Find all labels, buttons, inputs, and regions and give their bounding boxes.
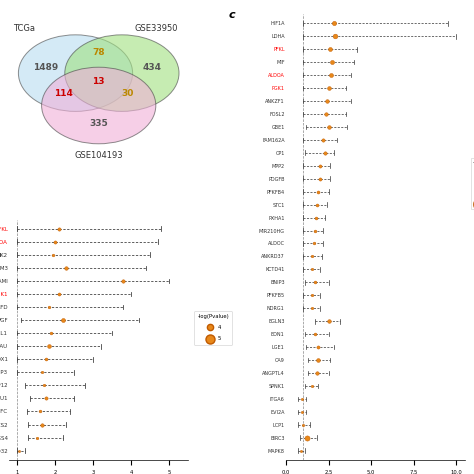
- Point: [315, 343, 322, 351]
- Point: [299, 421, 307, 428]
- Ellipse shape: [18, 35, 133, 111]
- Point: [33, 434, 41, 441]
- Point: [321, 149, 329, 156]
- Point: [38, 421, 46, 428]
- Text: 1489: 1489: [33, 63, 58, 72]
- Point: [55, 290, 63, 298]
- Point: [316, 162, 324, 170]
- Ellipse shape: [65, 35, 179, 111]
- Point: [38, 368, 46, 376]
- Ellipse shape: [42, 67, 156, 144]
- Point: [308, 382, 315, 390]
- Point: [42, 395, 49, 402]
- Point: [310, 240, 318, 247]
- Text: GSE104193: GSE104193: [74, 151, 123, 160]
- Text: 434: 434: [143, 63, 162, 72]
- Text: 114: 114: [54, 89, 73, 98]
- Point: [59, 316, 66, 324]
- Point: [327, 46, 334, 53]
- Point: [299, 408, 306, 416]
- Point: [314, 188, 321, 195]
- Point: [314, 356, 321, 364]
- Point: [332, 32, 339, 40]
- Point: [303, 434, 311, 442]
- Point: [326, 318, 333, 325]
- Point: [312, 214, 319, 221]
- Point: [308, 304, 315, 312]
- Point: [326, 123, 333, 131]
- Point: [330, 19, 337, 27]
- Point: [313, 369, 320, 377]
- Point: [299, 395, 306, 403]
- Point: [309, 292, 316, 299]
- Text: 30: 30: [121, 89, 134, 98]
- Point: [119, 277, 127, 285]
- Point: [42, 356, 49, 363]
- Point: [325, 84, 332, 92]
- Point: [319, 136, 327, 144]
- Text: 78: 78: [92, 48, 105, 57]
- Point: [308, 265, 315, 273]
- Point: [309, 253, 316, 260]
- Point: [323, 97, 331, 105]
- Point: [51, 238, 59, 246]
- Text: 13: 13: [92, 77, 105, 86]
- Point: [328, 71, 335, 79]
- Point: [46, 342, 53, 350]
- Text: TCGa: TCGa: [13, 25, 35, 34]
- Point: [36, 408, 44, 415]
- Point: [47, 329, 55, 337]
- Legend: , , , : , , ,: [471, 158, 474, 209]
- Point: [298, 447, 305, 455]
- Point: [322, 110, 330, 118]
- Text: GSE33950: GSE33950: [134, 25, 178, 34]
- Point: [311, 330, 319, 338]
- Point: [311, 227, 319, 234]
- Text: c: c: [229, 10, 236, 20]
- Point: [316, 175, 324, 182]
- Point: [46, 303, 53, 311]
- Point: [63, 264, 70, 272]
- Point: [55, 225, 63, 232]
- Point: [15, 447, 23, 455]
- Text: 335: 335: [89, 118, 108, 128]
- Point: [328, 58, 336, 66]
- Point: [49, 251, 57, 259]
- Legend: 4, 5: 4, 5: [194, 310, 232, 345]
- Point: [40, 382, 47, 389]
- Point: [311, 279, 319, 286]
- Point: [313, 201, 320, 209]
